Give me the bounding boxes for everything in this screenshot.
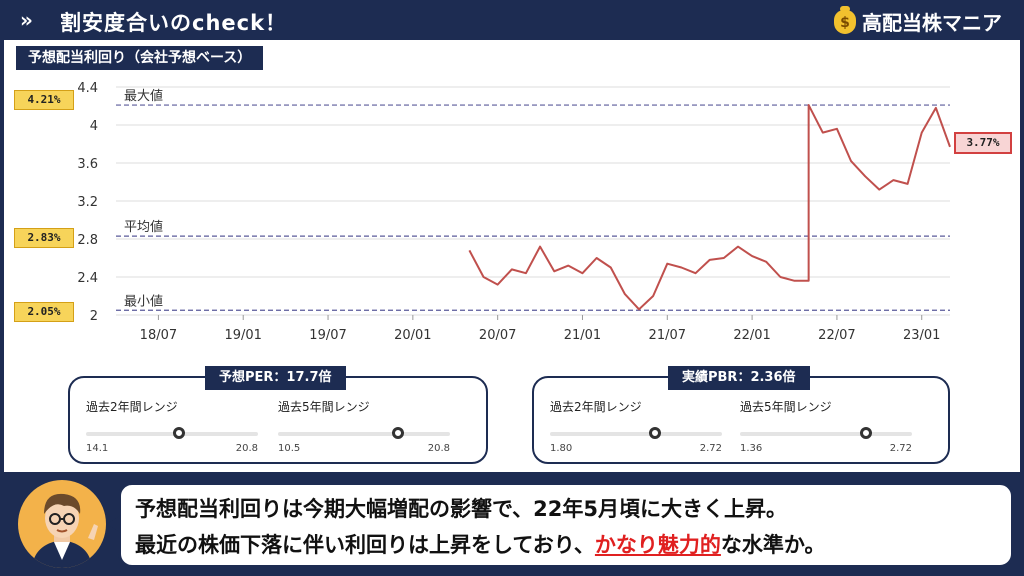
- comment-highlight: かなり魅力的: [594, 533, 721, 557]
- x-tick-label: 18/07: [140, 328, 177, 340]
- per-range-5y: 過去5年間レンジ 10.5 20.8: [278, 398, 450, 458]
- per-range-box: 予想PER：17.7倍 過去2年間レンジ 14.1 20.8 過去5年間レンジ …: [68, 366, 488, 464]
- double-chevron-right-icon: »: [20, 8, 33, 32]
- x-tick-label: 21/07: [649, 328, 686, 340]
- range-high: 20.8: [235, 443, 258, 454]
- y-tick-label: 2.8: [77, 233, 98, 248]
- average-value-tag: 2.83%: [14, 228, 74, 248]
- y-tick-label: 2.4: [77, 271, 98, 286]
- brand: $ 高配当株マニア: [834, 5, 1002, 36]
- range-label: 過去2年間レンジ: [550, 400, 642, 414]
- x-tick-label: 19/07: [309, 328, 346, 340]
- range-high: 2.72: [889, 443, 912, 454]
- reference-line-label: 平均値: [124, 219, 163, 235]
- per-range-2y: 過去2年間レンジ 14.1 20.8: [86, 398, 258, 458]
- x-tick-label: 20/07: [479, 328, 516, 340]
- range-track: [86, 432, 258, 436]
- y-tick-label: 4.4: [77, 81, 98, 96]
- x-tick-label: 19/01: [224, 328, 261, 340]
- range-track: [278, 432, 450, 436]
- y-tick-label: 3.2: [77, 195, 98, 210]
- range-track: [740, 432, 912, 436]
- x-tick-label: 22/01: [733, 328, 770, 340]
- content-panel: 2 2.4 2.8 3.2 3.6 4 4.4 18/07 19/01 19/07 20/01 20/…: [4, 40, 1020, 472]
- range-low: 10.5: [278, 443, 301, 454]
- range-marker: [172, 427, 185, 439]
- y-tick-label: 4: [90, 119, 98, 134]
- range-marker: [648, 427, 661, 439]
- range-high: 2.72: [699, 443, 722, 454]
- x-tick-label: 21/01: [564, 328, 601, 340]
- range-label: 過去2年間レンジ: [86, 400, 178, 414]
- yield-chart: 2 2.4 2.8 3.2 3.6 4 4.4 18/07 19/01 19/07 20/01 20/…: [77, 81, 951, 340]
- money-bag-icon: $: [834, 5, 856, 34]
- min-value-tag: 2.05%: [14, 302, 74, 322]
- range-marker: [392, 427, 405, 439]
- x-tick-label: 22/07: [818, 328, 855, 340]
- comment-line-2-end: な水準か。: [720, 533, 826, 557]
- y-tick-label: 2: [90, 309, 98, 324]
- range-low: 14.1: [86, 443, 109, 454]
- speech-bubble: 予想配当利回りは今期大幅増配の影響で、22年5月頃に大きく上昇。 最近の株価下落…: [107, 482, 1014, 568]
- yield-series-line: [468, 104, 951, 311]
- page-title: 割安度合いのcheck！: [60, 11, 288, 35]
- range-label: 過去5年間レンジ: [740, 400, 832, 414]
- range-low: 1.36: [740, 443, 763, 454]
- reference-line-label: 最小値: [124, 293, 163, 309]
- x-tick-label: 23/01: [903, 328, 940, 340]
- pbr-header: 実績PBR：2.36倍: [668, 366, 810, 390]
- range-label: 過去5年間レンジ: [278, 400, 370, 414]
- current-value-tag: 3.77%: [954, 132, 1012, 154]
- x-tick-label: 20/01: [394, 328, 431, 340]
- max-value-tag: 4.21%: [14, 90, 74, 110]
- pbr-range-box: 実績PBR：2.36倍 過去2年間レンジ 1.80 2.72 過去5年間レンジ …: [532, 366, 950, 464]
- pbr-range-2y: 過去2年間レンジ 1.80 2.72: [550, 398, 722, 458]
- range-low: 1.80: [550, 443, 573, 454]
- top-bar: » 割安度合いのcheck！ $ 高配当株マニア: [0, 0, 1024, 40]
- range-marker: [859, 427, 872, 439]
- presenter-avatar-icon: [18, 480, 106, 568]
- pbr-range-5y: 過去5年間レンジ 1.36 2.72: [740, 398, 912, 458]
- range-high: 20.8: [427, 443, 450, 454]
- brand-name: 高配当株マニア: [862, 11, 1002, 35]
- chart-title: 予想配当利回り（会社予想ベース）: [16, 46, 264, 70]
- comment-area: 予想配当利回りは今期大幅増配の影響で、22年5月頃に大きく上昇。 最近の株価下落…: [0, 472, 1024, 576]
- y-tick-label: 3.6: [77, 157, 98, 172]
- per-header: 予想PER：17.7倍: [205, 366, 346, 390]
- range-track: [550, 432, 722, 436]
- comment-line-2: 最近の株価下落に伴い利回りは上昇をしており、かなり魅力的な水準か。: [135, 529, 826, 559]
- comment-line-2-text: 最近の株価下落に伴い利回りは上昇をしており、: [135, 533, 595, 557]
- comment-line-1: 予想配当利回りは今期大幅増配の影響で、22年5月頃に大きく上昇。: [135, 497, 787, 521]
- reference-line-label: 最大値: [124, 88, 163, 104]
